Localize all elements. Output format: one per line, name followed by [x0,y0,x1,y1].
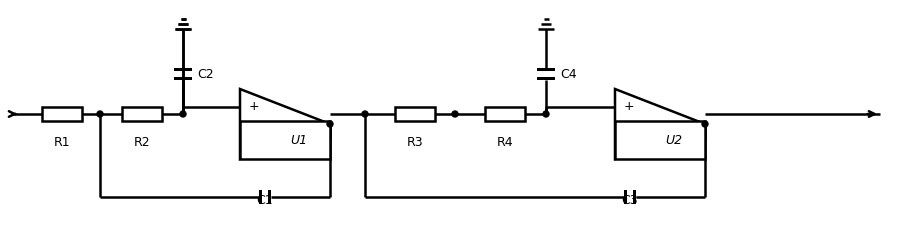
Circle shape [180,111,186,117]
Bar [624,190,627,204]
Text: C3: C3 [622,194,638,207]
Text: R1: R1 [54,136,70,149]
Text: +: + [624,100,635,113]
Text: U1: U1 [290,134,307,147]
Circle shape [362,111,368,117]
Circle shape [327,121,333,127]
Bar [537,68,555,71]
Bar [485,107,525,121]
Bar [537,77,555,80]
Circle shape [97,111,103,117]
Text: C1: C1 [257,194,273,207]
Bar [268,190,271,204]
Bar [395,107,435,121]
Bar [174,77,192,80]
Bar [174,68,192,71]
Text: −: − [249,135,260,148]
Text: R4: R4 [497,136,513,149]
Bar [174,77,192,80]
Text: −: − [624,135,635,148]
Bar [259,190,262,204]
Text: R2: R2 [133,136,151,149]
Bar [122,107,162,121]
Text: R3: R3 [407,136,423,149]
Polygon shape [615,89,705,159]
Polygon shape [240,89,330,159]
Text: C2: C2 [197,68,213,81]
Text: U2: U2 [665,134,682,147]
Bar [174,68,192,71]
Text: +: + [249,100,260,113]
Bar [615,121,705,159]
Circle shape [452,111,458,117]
Bar [633,190,636,204]
Bar [42,107,82,121]
Circle shape [543,111,549,117]
Text: C4: C4 [560,68,577,81]
Circle shape [702,121,708,127]
Bar [240,121,330,159]
